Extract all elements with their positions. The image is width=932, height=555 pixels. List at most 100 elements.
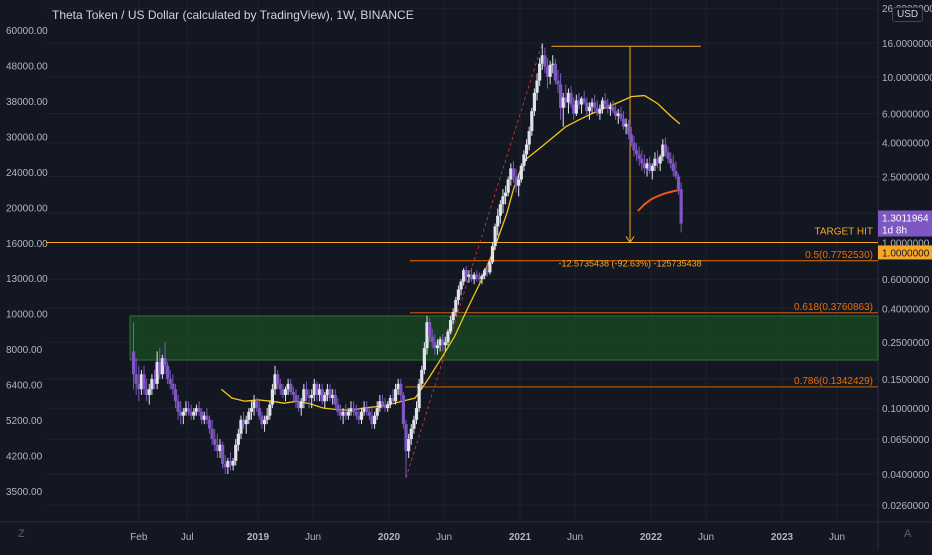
candle-body bbox=[674, 170, 678, 177]
candle-body bbox=[448, 320, 453, 332]
candle-body bbox=[294, 394, 298, 402]
candle-body bbox=[669, 158, 673, 164]
candle-body bbox=[676, 176, 681, 190]
candle-body bbox=[333, 394, 337, 405]
candle-body bbox=[572, 104, 576, 114]
candle-body bbox=[336, 404, 340, 412]
candle-body bbox=[433, 342, 437, 349]
candle-body bbox=[325, 389, 330, 395]
candle-body bbox=[257, 408, 261, 416]
candle-body bbox=[286, 383, 290, 390]
left-axis-tick-label: 30000.00 bbox=[6, 132, 48, 143]
candle-body bbox=[590, 102, 594, 107]
candle-body bbox=[503, 192, 508, 197]
candle-body bbox=[399, 383, 403, 395]
candle-body bbox=[548, 64, 552, 77]
x-axis-tick-label: Jun bbox=[567, 532, 583, 543]
candle-body bbox=[372, 415, 377, 425]
candle-body bbox=[629, 134, 633, 143]
candle-body bbox=[540, 55, 544, 64]
candle-body bbox=[131, 351, 136, 375]
auto-scale-button[interactable]: A bbox=[904, 528, 912, 540]
candle-body bbox=[621, 118, 626, 127]
candle-body bbox=[595, 107, 599, 114]
candle-body bbox=[666, 152, 670, 159]
candle-body bbox=[614, 111, 618, 116]
trend-line bbox=[405, 43, 543, 478]
candle-body bbox=[456, 289, 461, 300]
candle-body bbox=[574, 100, 578, 114]
candle-body bbox=[501, 196, 505, 205]
candle-body bbox=[163, 358, 167, 366]
candle-body bbox=[171, 383, 175, 390]
candle-body bbox=[428, 322, 432, 337]
candle-body bbox=[566, 92, 571, 103]
candle-body bbox=[205, 415, 209, 420]
candle-body bbox=[386, 404, 390, 409]
candle-body bbox=[207, 419, 212, 429]
right-axis-tick-label: 0.4000000 bbox=[882, 304, 930, 315]
x-axis-tick-label: 2023 bbox=[771, 532, 794, 543]
candle-body bbox=[297, 401, 301, 409]
currency-button[interactable]: USD bbox=[892, 7, 924, 22]
candle-body bbox=[312, 383, 316, 395]
candle-body bbox=[608, 106, 612, 109]
candle-body bbox=[417, 383, 421, 409]
target-value-badge bbox=[878, 245, 932, 260]
right-axis-tick-label: 6.0000000 bbox=[882, 110, 930, 121]
candle-body bbox=[506, 179, 510, 193]
candle-body bbox=[451, 312, 455, 321]
x-axis-tick-label: Jul bbox=[181, 532, 194, 543]
candle-body bbox=[671, 163, 675, 171]
candle-body bbox=[490, 246, 495, 263]
candle-body bbox=[462, 270, 466, 282]
right-axis-tick-label: 0.1500000 bbox=[882, 375, 930, 386]
measure-label: -12.5735438 (-92.63%) -125735438 bbox=[558, 258, 701, 268]
candle-body bbox=[304, 389, 309, 395]
candle-body bbox=[223, 463, 227, 468]
candle-body bbox=[438, 339, 442, 346]
candle-body bbox=[653, 158, 657, 166]
candle-body bbox=[184, 408, 188, 412]
candle-body bbox=[627, 123, 631, 135]
left-axis-tick-label: 13000.00 bbox=[6, 274, 48, 285]
candle-body bbox=[645, 163, 649, 169]
candle-body bbox=[370, 415, 374, 425]
candle-body bbox=[530, 111, 534, 132]
candle-body bbox=[454, 299, 458, 313]
candle-body bbox=[354, 411, 358, 416]
target-value-label: 1.0000000 bbox=[882, 248, 930, 259]
candle-body bbox=[480, 275, 484, 280]
left-axis-tick-label: 60000.00 bbox=[6, 26, 48, 37]
candle-body bbox=[679, 189, 683, 224]
candle-body bbox=[527, 131, 531, 145]
candle-body bbox=[179, 411, 183, 416]
candle-body bbox=[648, 163, 652, 171]
candle-body bbox=[640, 158, 644, 164]
candle-body bbox=[655, 158, 660, 164]
candle-body bbox=[522, 154, 526, 166]
candle-body bbox=[268, 404, 272, 416]
candle-body bbox=[281, 389, 285, 395]
candle-body bbox=[582, 98, 586, 103]
x-axis-tick-label: Jun bbox=[305, 532, 321, 543]
candle-body bbox=[349, 408, 353, 412]
candle-body bbox=[352, 408, 356, 412]
candle-body bbox=[192, 411, 196, 416]
candle-body bbox=[202, 415, 206, 420]
candle-body bbox=[430, 336, 434, 343]
candle-body bbox=[459, 281, 463, 290]
timezone-button[interactable]: Z bbox=[18, 528, 25, 540]
candle-body bbox=[611, 106, 615, 112]
right-axis-tick-label: 0.6000000 bbox=[882, 275, 930, 286]
candle-body bbox=[226, 460, 230, 468]
candle-body bbox=[488, 262, 492, 273]
left-axis-tick-label: 48000.00 bbox=[6, 61, 48, 72]
candle-body bbox=[624, 123, 628, 127]
candle-body bbox=[317, 389, 322, 395]
candle-body bbox=[249, 408, 254, 412]
fib-level-label: 0.618(0.3760863) bbox=[794, 302, 873, 313]
candle-body bbox=[186, 408, 191, 412]
candle-body bbox=[532, 92, 537, 112]
